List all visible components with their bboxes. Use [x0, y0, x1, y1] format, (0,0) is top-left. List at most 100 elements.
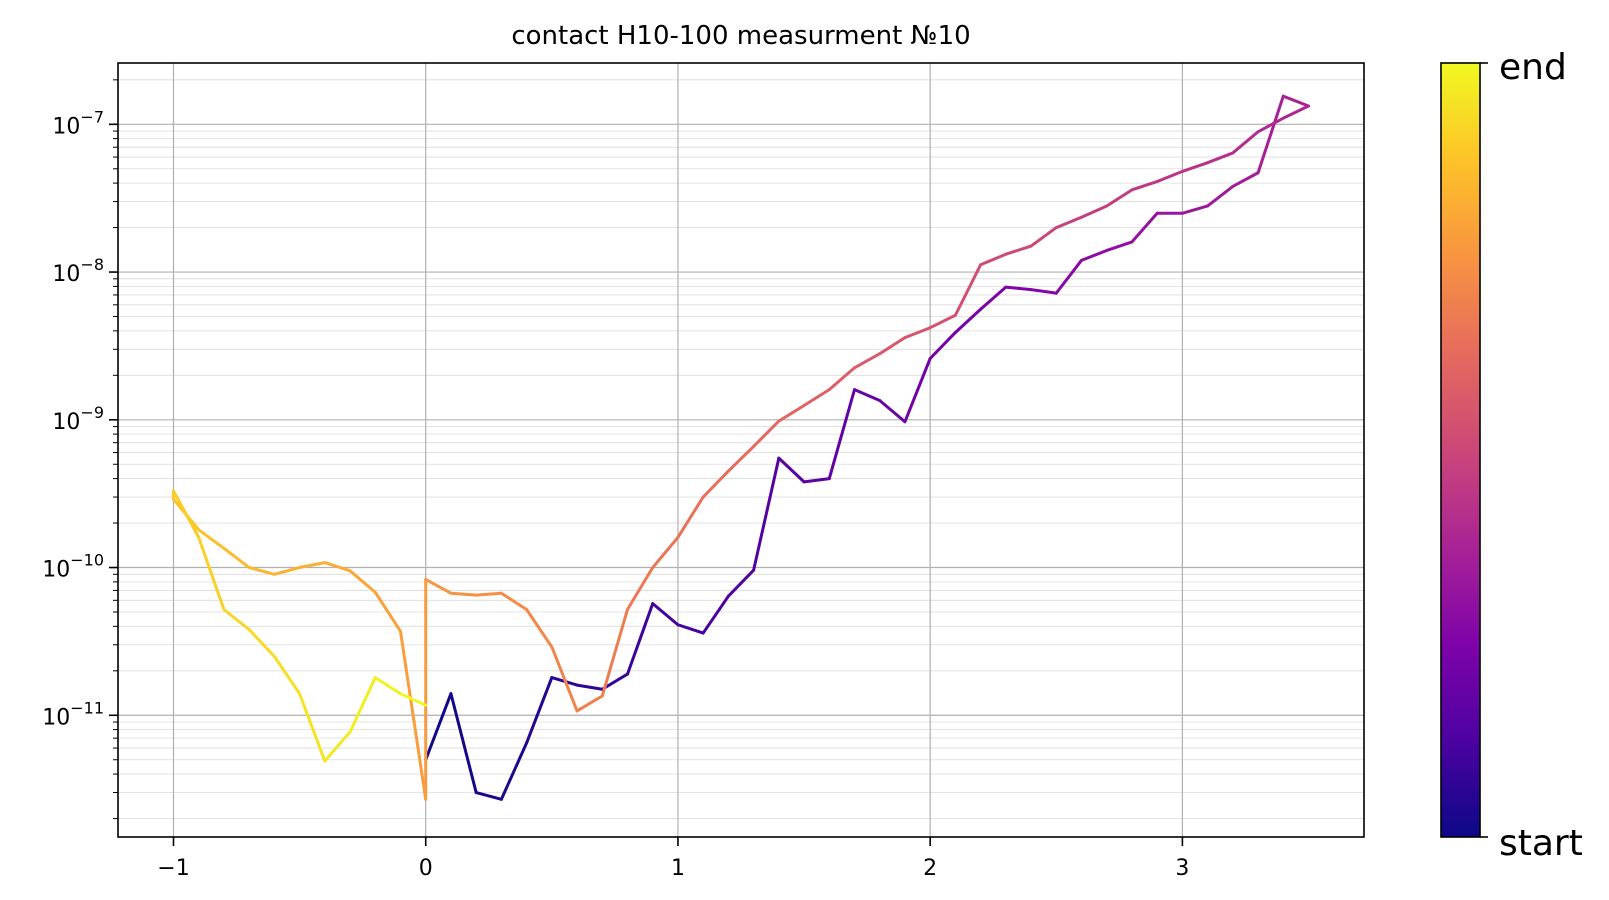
- series-segment: [222, 546, 251, 570]
- series-segment: [1054, 258, 1084, 295]
- series-segment: [827, 388, 857, 481]
- series-segment: [1029, 226, 1058, 248]
- y-tick-label: 10−10: [42, 551, 104, 583]
- series-segment: [1180, 204, 1210, 215]
- colorbar-label-end: end: [1499, 47, 1567, 88]
- series-segment: [449, 591, 478, 597]
- series-segment: [1206, 184, 1235, 208]
- series-segment: [777, 403, 806, 423]
- series-segment: [171, 489, 201, 539]
- colorbar: [1440, 62, 1481, 838]
- series-segment: [575, 694, 604, 713]
- x-tick-label: 1: [671, 856, 685, 881]
- series-segment: [1054, 215, 1084, 230]
- series-segment: [424, 577, 453, 595]
- series-segment: [499, 741, 529, 801]
- y-tick-label: 10−8: [52, 255, 104, 287]
- series-segment: [600, 607, 629, 698]
- minor-grid: [118, 79, 1364, 819]
- series-segment: [1206, 151, 1235, 165]
- series-segment: [979, 285, 1008, 311]
- series-segment: [827, 366, 857, 392]
- y-axis: 10−11 10−10 10−9 10−8 10−7: [42, 79, 118, 820]
- x-tick-label: 3: [1175, 856, 1189, 881]
- series-segment: [651, 535, 680, 570]
- series-segment: [651, 602, 680, 627]
- series-segment: [903, 326, 932, 340]
- series-segment: [323, 730, 352, 763]
- chart-title: contact H10-100 measurment №10: [511, 21, 970, 51]
- series-segment: [550, 645, 579, 713]
- series-segment: [903, 356, 932, 424]
- major-grid: [118, 63, 1364, 837]
- series-segment: [1281, 104, 1311, 120]
- series-segment: [298, 561, 327, 570]
- series-segment: [373, 590, 402, 633]
- series-segment: [676, 623, 705, 635]
- series-segment: [1130, 180, 1159, 192]
- series-segment: [398, 629, 428, 801]
- series-segment: [1080, 204, 1109, 219]
- series-segment: [1130, 211, 1159, 244]
- series-segment: [247, 628, 276, 658]
- y-tick-label: 10−9: [52, 403, 104, 435]
- series-segment: [1029, 288, 1058, 295]
- series-segment: [449, 692, 478, 795]
- series-segment: [272, 654, 302, 696]
- series-segment: [348, 569, 377, 594]
- x-tick-label: 2: [923, 856, 937, 881]
- series-segment: [247, 566, 276, 576]
- series-segment: [701, 594, 730, 635]
- series-segment: [525, 607, 554, 649]
- series-segment: [272, 566, 302, 576]
- series-segment: [1155, 169, 1184, 184]
- series-segment: [298, 692, 327, 763]
- series-segment: [928, 330, 957, 360]
- x-tick-label: 0: [419, 856, 433, 881]
- series-segment: [802, 477, 831, 484]
- series-segment: [979, 252, 1008, 267]
- plot-frame: [117, 62, 1365, 838]
- series-segment: [802, 388, 831, 407]
- series-segment: [1281, 94, 1311, 108]
- series-segment: [953, 307, 983, 334]
- x-axis: −1 0 1 2 3: [157, 837, 1189, 881]
- x-tick-label: −1: [157, 856, 189, 881]
- series-segment: [1256, 116, 1285, 134]
- series-segment: [474, 791, 503, 801]
- series-segment: [953, 263, 983, 317]
- series-segment: [878, 336, 907, 356]
- series-segment: [878, 399, 907, 424]
- y-tick-label: 10−7: [52, 107, 104, 139]
- series-segment: [625, 566, 655, 611]
- series-segment: [348, 676, 377, 734]
- series-segment: [1004, 244, 1033, 256]
- series-segment: [222, 607, 251, 632]
- series-segment: [373, 676, 402, 696]
- series-segment: [1231, 130, 1260, 155]
- series-segment: [752, 456, 781, 572]
- series-segment: [323, 561, 352, 573]
- series-segment: [398, 692, 428, 707]
- series-segment: [777, 456, 806, 484]
- colorbar-label-start: start: [1499, 823, 1583, 864]
- series-segment: [625, 602, 655, 676]
- series-segment: [474, 591, 503, 597]
- series-segment: [701, 469, 730, 499]
- series-segment: [575, 683, 604, 691]
- series-segment: [1180, 161, 1210, 173]
- y-tick-label: 10−11: [42, 698, 104, 730]
- series-segment: [525, 676, 554, 745]
- series-segment: [752, 419, 781, 448]
- series-segment: [1105, 240, 1134, 252]
- series-segment: [424, 692, 453, 762]
- series-segment: [1231, 171, 1260, 188]
- series-segment: [726, 568, 756, 598]
- series-segment: [853, 388, 882, 403]
- series-segment: [1105, 188, 1134, 208]
- series-segment: [499, 591, 529, 611]
- series-segment: [1256, 94, 1285, 175]
- data-series: [171, 94, 1311, 801]
- series-segment: [726, 444, 756, 473]
